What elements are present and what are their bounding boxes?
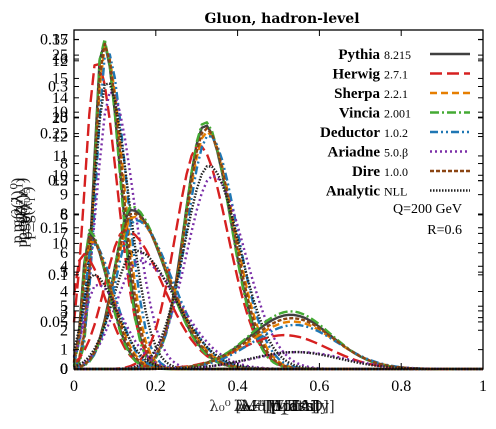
y-tick-label: 10 <box>52 167 68 184</box>
x-axis: 0 0.2 0.4 0.6 0.8 1 <box>70 30 487 395</box>
y-tick-label: 6 <box>60 207 68 224</box>
legend-label: Herwig <box>333 67 381 83</box>
legend-label: Pythia <box>338 47 380 63</box>
y-tick-label: 7 <box>60 225 68 242</box>
y-tick-label: 13 <box>52 109 68 126</box>
legend-version: 2.7.1 <box>384 68 408 82</box>
y-tick-label: 11 <box>53 148 68 165</box>
y-axis-label: p_g(λ₁¹) <box>19 187 36 240</box>
y-tick-label: 0.3 <box>48 79 68 96</box>
x-tick-label: 0.6 <box>309 378 329 395</box>
x-axis-label: λ₂¹ [Mass] <box>242 397 320 415</box>
y-tick-label: 5 <box>60 264 68 281</box>
y-tick-label: 3 <box>60 303 68 320</box>
x-tick-label: 0.8 <box>391 378 411 395</box>
x-axis-label: λ₀⁰ [Multiplicity] <box>209 397 335 415</box>
y-tick-label: 12 <box>52 53 68 70</box>
legend-version: 2.2.1 <box>384 87 408 101</box>
x-tick-label: 0.2 <box>146 378 166 395</box>
y-axis-label: p_g(λ₀⁰) <box>9 178 26 232</box>
y-tick-label: 0.05 <box>40 314 68 331</box>
y-tick-label: 15 <box>52 70 68 87</box>
y-tick-label: 9 <box>60 187 68 204</box>
y-tick-label: 0.1 <box>48 267 68 284</box>
y-tick-label: 10 <box>52 104 68 121</box>
y-tick-label: 16 <box>52 51 68 68</box>
annotation-q: Q=200 GeV <box>393 202 462 217</box>
legend-label: Analytic <box>326 184 381 200</box>
y-tick-label: 0.15 <box>40 220 68 237</box>
y-tick-label: 0 <box>60 361 68 378</box>
legend-version: 8.215 <box>384 48 411 62</box>
series-line-analytic <box>72 82 483 371</box>
x-axis-label: λ₀² [p_T^D] <box>239 397 329 415</box>
y-axis-labels: p_g(λ₀⁰)p_g(λ₀.₅¹)p_g(λ₁¹)p_g(λ₂¹)p_g(λ₀… <box>9 178 36 248</box>
y-tick-label: 8 <box>60 156 68 173</box>
x-tick-label: 1 <box>479 378 487 395</box>
y-tick-label: 1 <box>60 342 68 359</box>
series-line-ariadne <box>72 90 483 371</box>
legend-version: 5.0.β <box>384 146 408 160</box>
y-tick-label: 15 <box>52 173 68 190</box>
legend-label: Vincia <box>339 106 381 122</box>
x-tick-label: 0 <box>70 378 78 395</box>
x-tick-label: 0.4 <box>228 378 248 395</box>
series-line-analytic <box>74 165 483 371</box>
legend-version: 1.0.2 <box>384 126 408 140</box>
series-line-vincia <box>73 205 483 371</box>
y-tick-label: 4 <box>60 258 68 275</box>
y-tick-label: 8 <box>60 206 68 223</box>
y-axis-label: p_g(λ₀²) <box>14 195 31 248</box>
legend-label: Deductor <box>320 125 380 141</box>
annotation-r: R=0.6 <box>427 223 462 238</box>
y-tick-label: 10 <box>52 235 68 252</box>
y-axis: 00.050.10.150.20.250.30.3501234567891011… <box>40 31 483 378</box>
series-line-vincia <box>74 121 483 371</box>
y-tick-label: 0.35 <box>40 31 68 48</box>
legend-label: Sherpa <box>334 86 380 102</box>
y-tick-label: 0 <box>60 361 68 378</box>
y-tick-label: 6 <box>60 245 68 262</box>
y-tick-label: 14 <box>52 90 68 107</box>
y-tick-label: 0.2 <box>48 173 68 190</box>
x-axis-label: λ₀.₅¹ [LHA] <box>234 397 317 415</box>
y-tick-label: 4 <box>60 284 68 301</box>
series-line-dire <box>74 127 483 371</box>
legend-version: 1.0.0 <box>384 165 408 179</box>
legend-label: Dire <box>352 164 380 180</box>
y-axis-label: p_g(λ₂¹) <box>9 191 26 244</box>
y-axis-label: p_g(λ₀.₅¹) <box>14 178 31 240</box>
legend-label: Ariadne <box>328 145 381 161</box>
y-tick-label: 25 <box>52 47 68 64</box>
y-tick-label: 20 <box>52 110 68 127</box>
legend-version: 2.001 <box>384 107 411 121</box>
chart-title: Gluon, hadron-level <box>204 11 359 27</box>
y-tick-label: 0 <box>60 361 68 378</box>
y-tick-label: 5 <box>60 298 68 315</box>
x-axis-label: λ₁¹ [Width] <box>236 397 319 415</box>
y-tick-label: 0 <box>60 361 68 378</box>
y-tick-label: 17 <box>52 32 68 49</box>
y-tick-label: 2 <box>60 310 68 327</box>
y-tick-label: 12 <box>52 129 68 146</box>
y-tick-label: 0.25 <box>40 126 68 143</box>
plot-frame <box>73 29 484 370</box>
y-tick-label: 2 <box>60 322 68 339</box>
legend-version: NLL <box>384 185 407 199</box>
series-line-ariadne <box>74 350 483 371</box>
x-axis-labels: λ₀⁰ [Multiplicity]λ₀.₅¹ [LHA]λ₁¹ [Width]… <box>209 397 335 415</box>
